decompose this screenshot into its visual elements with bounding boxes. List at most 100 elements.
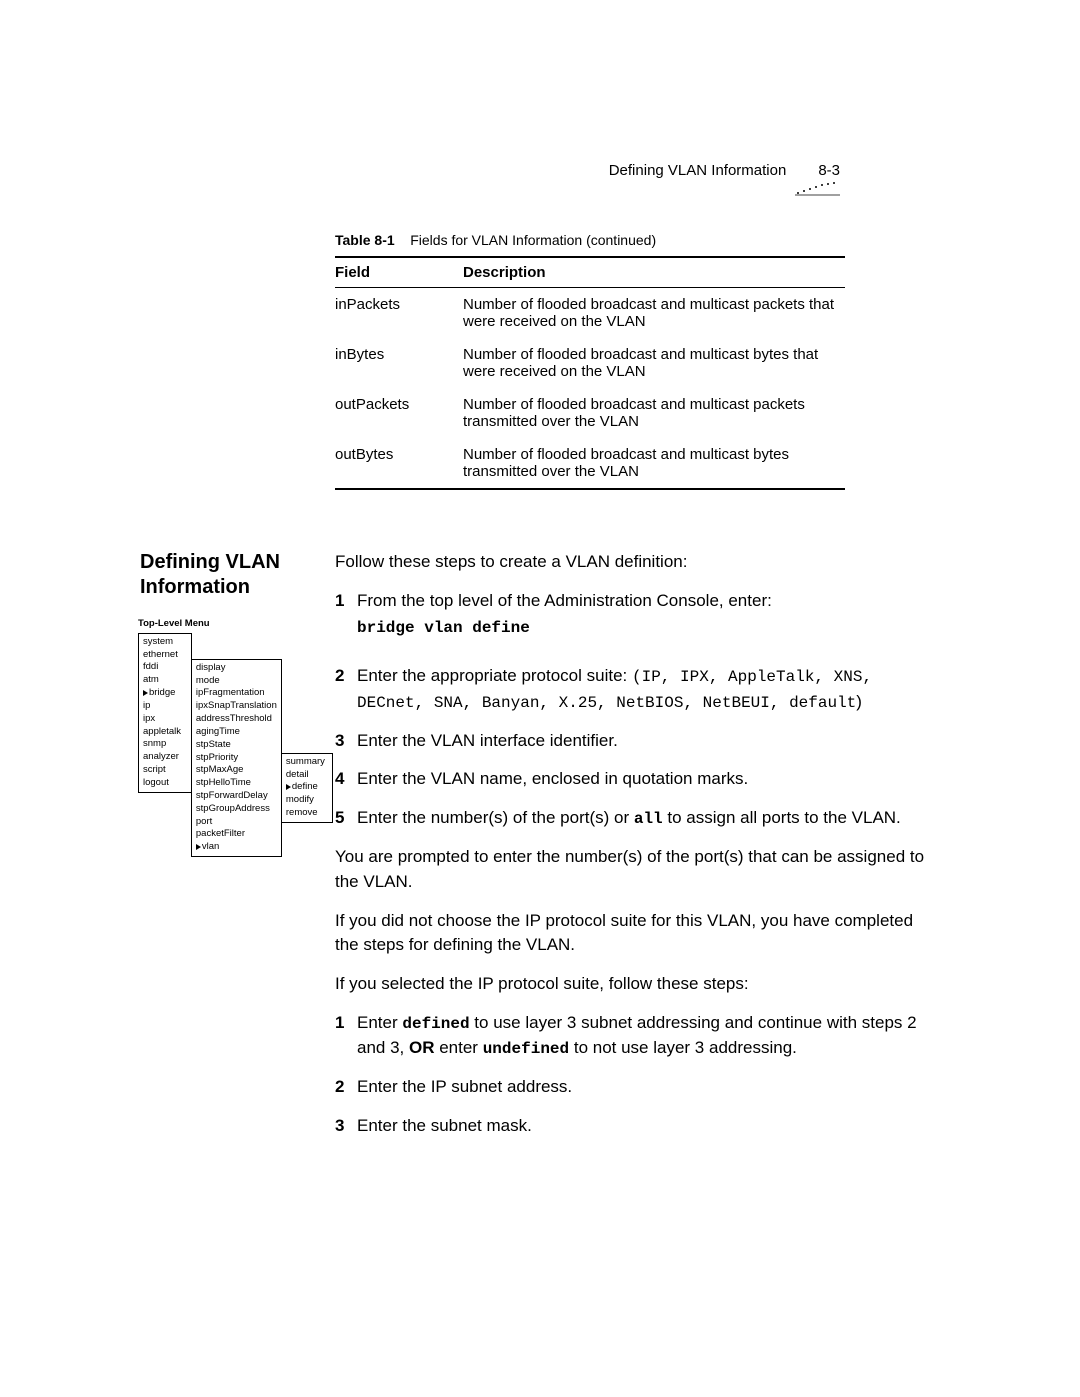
step-number: 1 [335,1011,357,1061]
ip1-a: Enter [357,1013,402,1032]
paragraph: If you selected the IP protocol suite, f… [335,972,940,997]
menu-item: display [196,662,277,675]
step1-text: From the top level of the Administration… [357,591,772,610]
menu-item: ipxSnapTranslation [196,700,277,713]
step-item: 2 Enter the appropriate protocol suite: … [335,664,940,714]
menu-item: atm [143,674,187,687]
step-number: 3 [335,1114,357,1139]
running-header: Defining VLAN Information 8-3 [609,162,840,179]
menu-item: summary [286,756,328,769]
menu-arrow-icon [196,844,201,850]
menu-item: stpPriority [196,752,277,765]
table-row: inBytes Number of flooded broadcast and … [335,338,845,388]
menu-item: script [143,764,187,777]
menu-item: stpHelloTime [196,777,277,790]
page-number: 8-3 [818,162,840,179]
menu-item: ipx [143,713,187,726]
table-cell-field: outBytes [335,438,463,489]
table-cell-desc: Number of flooded broadcast and multicas… [463,288,845,339]
section-title: Defining VLAN Information [140,550,335,600]
step-text: Enter the VLAN name, enclosed in quotati… [357,767,940,792]
step-text: Enter the IP subnet address. [357,1075,940,1100]
section-title-line1: Defining VLAN [140,551,280,573]
ip1-d: to not use layer 3 addressing. [569,1038,797,1057]
menu-item: appletalk [143,726,187,739]
step2-mono2: DECnet, SNA, Banyan, X.25, NetBIOS, NetB… [357,694,856,712]
table-caption-text: Fields for VLAN Information (continued) [410,232,656,248]
table-caption-label: Table 8-1 [335,232,395,248]
paragraph: If you did not choose the IP protocol su… [335,909,940,958]
menu-item: logout [143,777,187,790]
menu-item: vlan [196,841,277,854]
menu-column-3: summarydetaildefinemodifyremove [281,753,333,823]
table-cell-desc: Number of flooded broadcast and multicas… [463,438,845,489]
menu-item: define [286,781,328,794]
section-defining-vlan: Defining VLAN Information Top-Level Menu… [140,550,940,1152]
table-cell-field: outPackets [335,388,463,438]
menu-arrow-icon [286,784,291,790]
step2-mono1: (IP, IPX, AppleTalk, XNS, [632,668,872,686]
step1-command: bridge vlan define [357,617,940,640]
menu-arrow-icon [143,690,148,696]
step-number: 2 [335,664,357,714]
step2-close: ) [856,692,862,711]
menu-item: stpState [196,739,277,752]
menu-item: remove [286,807,328,820]
table-block: Table 8-1 Fields for VLAN Information (c… [335,232,845,490]
section-left-column: Defining VLAN Information Top-Level Menu… [140,550,335,857]
step5-prefix: Enter the number(s) of the port(s) or [357,808,634,827]
ip1-code1: defined [402,1015,469,1033]
table-caption: Table 8-1 Fields for VLAN Information (c… [335,232,845,248]
section-intro: Follow these steps to create a VLAN defi… [335,550,940,575]
step-text: Enter the appropriate protocol suite: (I… [357,664,940,714]
step2-prefix: Enter the appropriate protocol suite: [357,666,632,685]
step-item: 1 From the top level of the Administrati… [335,589,940,651]
menu-item: ip [143,700,187,713]
table-row: inPackets Number of flooded broadcast an… [335,288,845,339]
step5-suffix: to assign all ports to the VLAN. [663,808,901,827]
menu-diagram: Top-Level Menu systemethernetfddiatmbrid… [138,618,333,857]
menu-item: addressThreshold [196,713,277,726]
menu-item: system [143,636,187,649]
step-number: 5 [335,806,357,831]
step-text: Enter defined to use layer 3 subnet addr… [357,1011,940,1061]
vlan-fields-table: Field Description inPackets Number of fl… [335,256,845,490]
step-item: 2 Enter the IP subnet address. [335,1075,940,1100]
step-number: 4 [335,767,357,792]
menu-item: stpGroupAddress [196,803,277,816]
section-body: Follow these steps to create a VLAN defi… [335,550,940,1152]
table-cell-desc: Number of flooded broadcast and multicas… [463,388,845,438]
menu-item: snmp [143,738,187,751]
step-text: Enter the VLAN interface identifier. [357,729,940,754]
step-number: 3 [335,729,357,754]
table-row: outBytes Number of flooded broadcast and… [335,438,845,489]
table-header-description: Description [463,257,845,288]
step-item: 1 Enter defined to use layer 3 subnet ad… [335,1011,940,1061]
ip1-c: enter [435,1038,483,1057]
ip1-code2: undefined [483,1040,569,1058]
page: Defining VLAN Information 8-3 Table 8-1 … [0,0,1080,1397]
menu-item: ethernet [143,649,187,662]
step-text: Enter the subnet mask. [357,1114,940,1139]
menu-column-1: systemethernetfddiatmbridgeipipxappletal… [138,633,192,793]
table-header-field: Field [335,257,463,288]
menu-item: port [196,816,277,829]
menu-item: modify [286,794,328,807]
paragraph: You are prompted to enter the number(s) … [335,845,940,894]
menu-item: stpForwardDelay [196,790,277,803]
ip1-or: OR [409,1038,435,1057]
menu-item: bridge [143,687,187,700]
step-item: 3 Enter the VLAN interface identifier. [335,729,940,754]
step-item: 4 Enter the VLAN name, enclosed in quota… [335,767,940,792]
menu-item: fddi [143,661,187,674]
decorative-dots-icon [795,180,840,200]
step-item: 5 Enter the number(s) of the port(s) or … [335,806,940,831]
menu-item: agingTime [196,726,277,739]
menu-item: analyzer [143,751,187,764]
menu-item: mode [196,675,277,688]
step5-code: all [634,810,663,828]
running-header-title: Defining VLAN Information [609,162,787,179]
table-cell-field: inBytes [335,338,463,388]
ip-steps-list: 1 Enter defined to use layer 3 subnet ad… [335,1011,940,1139]
section-title-line2: Information [140,576,250,598]
